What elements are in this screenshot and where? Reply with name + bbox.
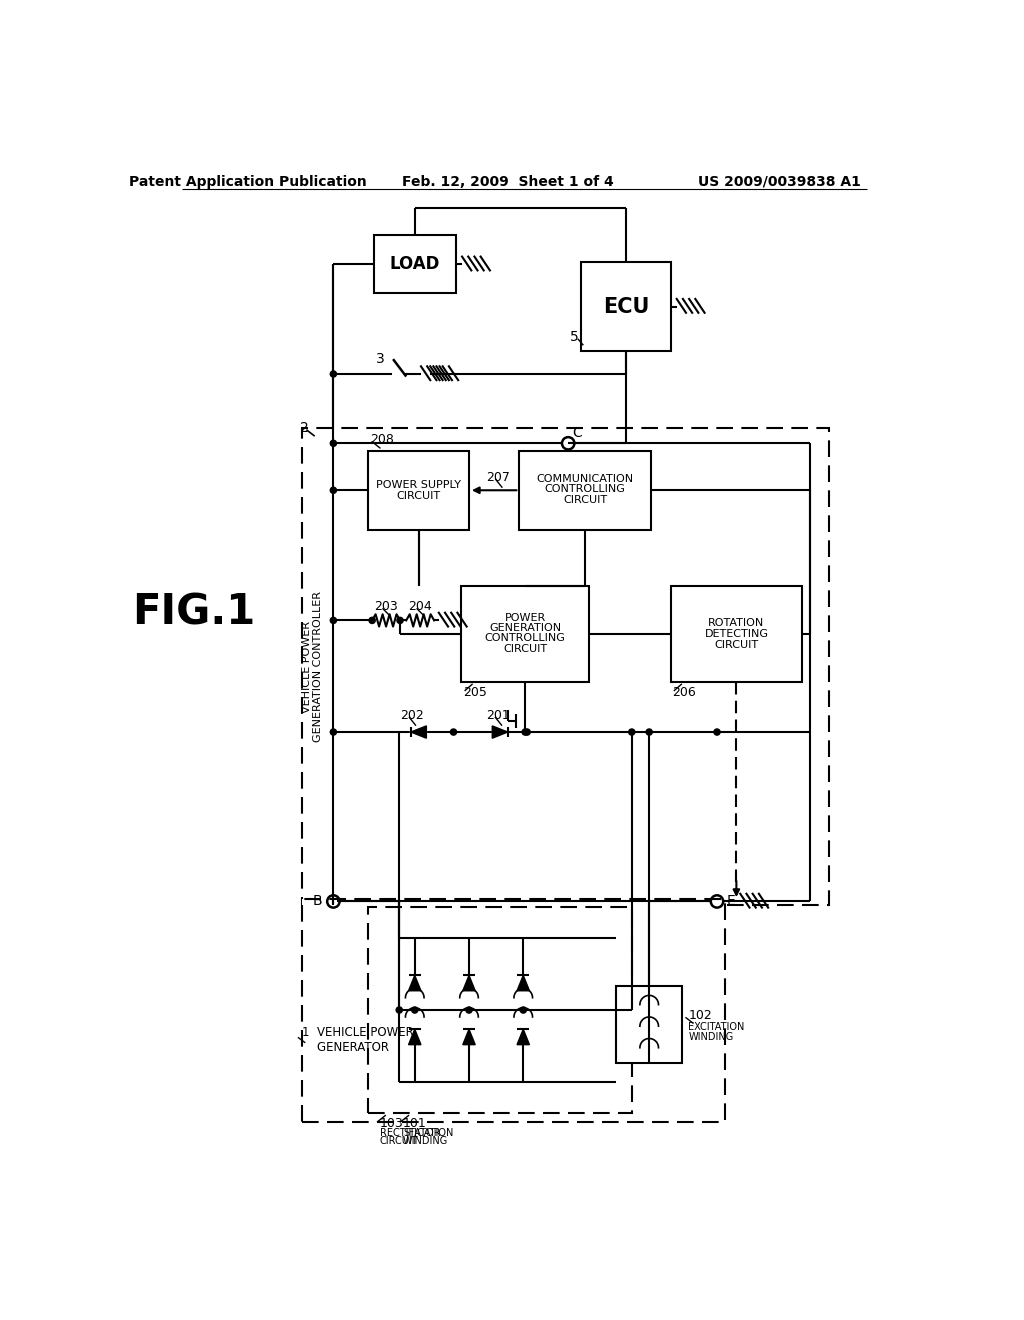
Circle shape: [629, 729, 635, 735]
Text: EXCITATION: EXCITATION: [688, 1022, 744, 1032]
Circle shape: [396, 1007, 402, 1014]
Text: WINDING: WINDING: [403, 1137, 449, 1146]
Text: STATOR: STATOR: [403, 1129, 440, 1138]
Text: 204: 204: [409, 601, 432, 612]
Circle shape: [331, 371, 337, 378]
Text: 5: 5: [569, 330, 579, 345]
Text: CIRCUIT: CIRCUIT: [380, 1137, 419, 1146]
Text: C: C: [572, 425, 583, 440]
Circle shape: [331, 729, 337, 735]
Bar: [369, 907, 632, 1113]
Polygon shape: [463, 975, 475, 991]
Circle shape: [466, 1007, 472, 1014]
Text: 101: 101: [403, 1118, 427, 1130]
Text: 203: 203: [374, 601, 398, 612]
Text: 2: 2: [300, 421, 309, 434]
Bar: [616, 986, 682, 1063]
Bar: [461, 586, 589, 682]
Text: B: B: [313, 895, 323, 908]
Circle shape: [331, 618, 337, 623]
Text: 3: 3: [376, 351, 384, 366]
Text: US 2009/0039838 A1: US 2009/0039838 A1: [697, 174, 860, 189]
Circle shape: [412, 1007, 418, 1014]
Text: DETECTING: DETECTING: [705, 628, 768, 639]
Polygon shape: [493, 726, 508, 738]
Circle shape: [646, 729, 652, 735]
Bar: [375, 235, 456, 293]
Text: ROTATION: ROTATION: [709, 618, 765, 628]
Text: 102: 102: [688, 1008, 712, 1022]
Text: VEHICLE POWER
GENERATION CONTROLLER: VEHICLE POWER GENERATION CONTROLLER: [302, 591, 324, 742]
Text: CONTROLLING: CONTROLLING: [484, 634, 565, 643]
Text: 103: 103: [380, 1118, 403, 1130]
Text: LOAD: LOAD: [390, 255, 440, 273]
Text: 208: 208: [370, 433, 393, 446]
Text: 201: 201: [486, 709, 510, 722]
Text: POWER SUPPLY: POWER SUPPLY: [376, 480, 461, 490]
Text: CIRCUIT: CIRCUIT: [563, 495, 607, 504]
Bar: [302, 428, 829, 906]
Text: E: E: [727, 895, 735, 908]
Circle shape: [520, 1007, 526, 1014]
Text: GENERATION: GENERATION: [489, 623, 561, 634]
Circle shape: [369, 618, 375, 623]
Circle shape: [524, 729, 530, 735]
Polygon shape: [409, 1030, 421, 1044]
Bar: [519, 451, 651, 529]
Text: POWER: POWER: [505, 614, 546, 623]
Polygon shape: [517, 1030, 529, 1044]
Bar: [302, 899, 725, 1122]
Text: CIRCUIT: CIRCUIT: [396, 491, 440, 500]
Text: CIRCUIT: CIRCUIT: [503, 644, 547, 653]
Circle shape: [522, 729, 528, 735]
Bar: [369, 451, 469, 529]
Circle shape: [331, 487, 337, 494]
Text: 205: 205: [463, 686, 486, 700]
Text: FIG.1: FIG.1: [132, 591, 256, 634]
Text: 1  VEHICLE POWER
    GENERATOR: 1 VEHICLE POWER GENERATOR: [302, 1026, 414, 1055]
Bar: [582, 263, 671, 351]
Polygon shape: [409, 975, 421, 991]
Circle shape: [451, 729, 457, 735]
Circle shape: [714, 729, 720, 735]
Text: 206: 206: [672, 686, 695, 700]
Text: COMMUNICATION: COMMUNICATION: [537, 474, 634, 484]
Bar: [671, 586, 802, 682]
Text: WINDING: WINDING: [688, 1032, 733, 1041]
Text: ECU: ECU: [603, 297, 649, 317]
Text: CIRCUIT: CIRCUIT: [715, 640, 759, 649]
Text: 207: 207: [486, 471, 510, 484]
Text: CONTROLLING: CONTROLLING: [545, 484, 626, 495]
Polygon shape: [463, 1030, 475, 1044]
Text: 202: 202: [400, 709, 424, 722]
Circle shape: [331, 441, 337, 446]
Text: RECTIFICATION: RECTIFICATION: [380, 1129, 454, 1138]
Polygon shape: [411, 726, 426, 738]
Text: Feb. 12, 2009  Sheet 1 of 4: Feb. 12, 2009 Sheet 1 of 4: [401, 174, 613, 189]
Circle shape: [397, 618, 403, 623]
Polygon shape: [517, 975, 529, 991]
Text: Patent Application Publication: Patent Application Publication: [129, 174, 367, 189]
